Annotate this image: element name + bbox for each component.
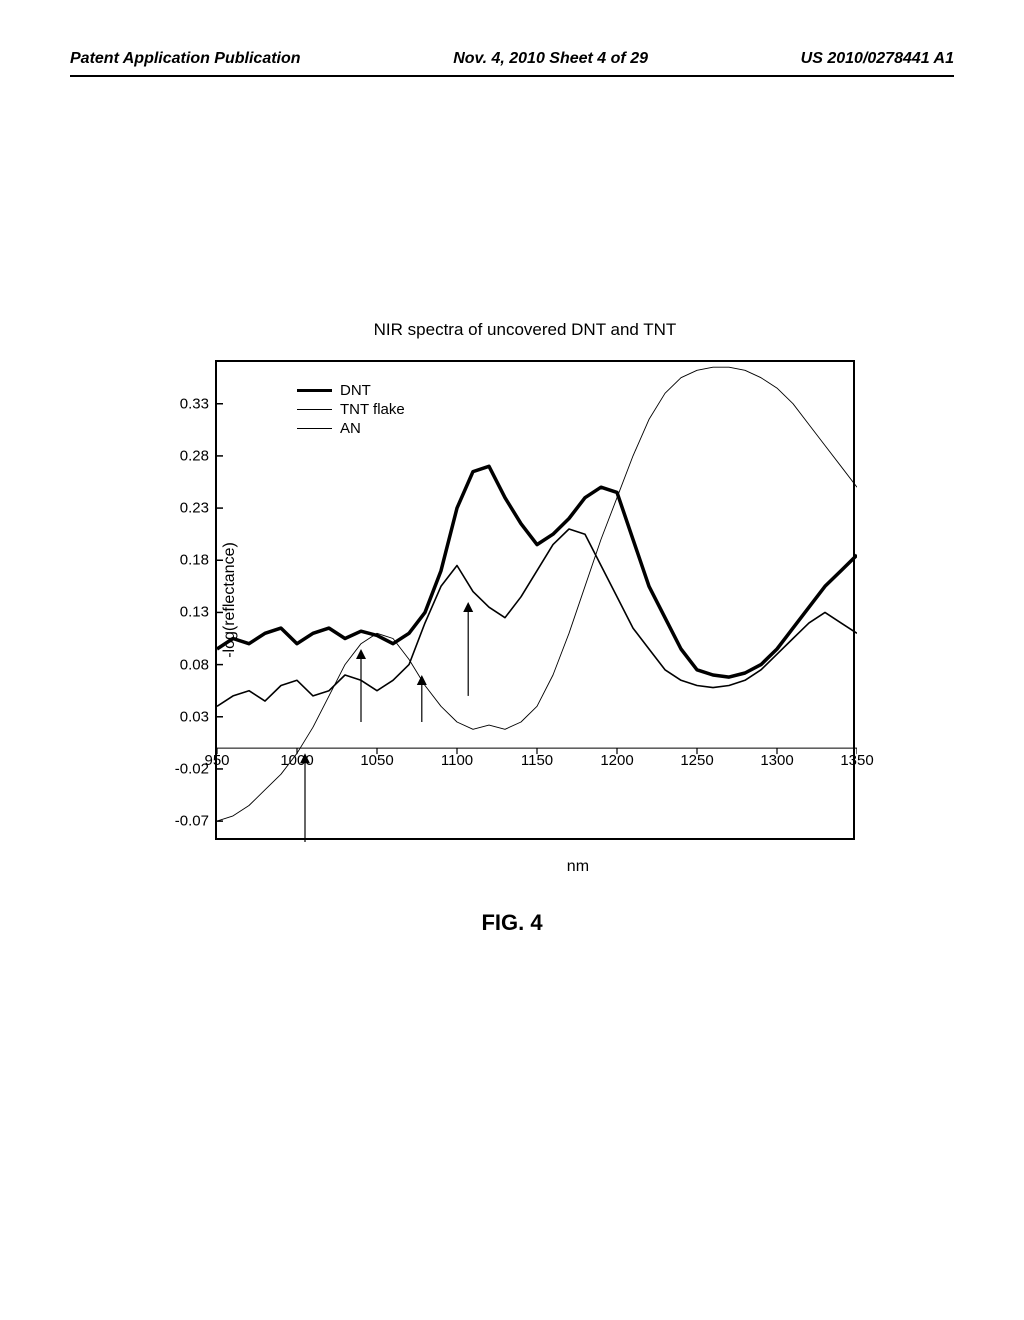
x-tick-label: 950 bbox=[204, 752, 229, 769]
x-tick-label: 1250 bbox=[680, 752, 713, 769]
x-tick-label: 1050 bbox=[360, 752, 393, 769]
plot-area: -log(reflectance) nm DNTTNT flakeAN -0.0… bbox=[215, 360, 855, 840]
y-tick-label: 0.03 bbox=[180, 708, 209, 725]
x-tick-label: 1350 bbox=[840, 752, 873, 769]
legend-label: DNT bbox=[340, 382, 371, 399]
legend: DNT TNT flake AN bbox=[297, 382, 405, 439]
figure-label: FIG. 4 bbox=[0, 910, 1024, 936]
series-tnt-flake bbox=[217, 529, 857, 706]
legend-item: DNT bbox=[297, 382, 405, 399]
x-tick-label: 1100 bbox=[441, 752, 473, 769]
y-tick-label: 0.08 bbox=[180, 656, 209, 673]
y-tick-label: 0.28 bbox=[180, 447, 209, 464]
page-header: Patent Application Publication Nov. 4, 2… bbox=[0, 50, 1024, 68]
y-tick-label: 0.33 bbox=[180, 395, 209, 412]
y-tick-label: 0.18 bbox=[180, 552, 209, 569]
legend-item: TNT flake bbox=[297, 401, 405, 418]
header-left: Patent Application Publication bbox=[70, 50, 301, 68]
legend-item: AN bbox=[297, 420, 405, 437]
arrowhead-icon bbox=[417, 675, 427, 685]
legend-label: TNT flake bbox=[340, 401, 405, 418]
chart-container: NIR spectra of uncovered DNT and TNT -lo… bbox=[145, 320, 905, 880]
legend-swatch bbox=[297, 389, 332, 392]
x-tick-label: 1200 bbox=[600, 752, 633, 769]
arrowhead-icon bbox=[356, 649, 366, 659]
x-tick-label: 1150 bbox=[521, 752, 553, 769]
chart-title: NIR spectra of uncovered DNT and TNT bbox=[145, 320, 905, 340]
arrowhead-icon bbox=[463, 602, 473, 612]
legend-label: AN bbox=[340, 420, 361, 437]
header-right: US 2010/0278441 A1 bbox=[801, 50, 954, 68]
y-tick-label: 0.13 bbox=[180, 604, 209, 621]
x-tick-label: 1300 bbox=[760, 752, 793, 769]
header-center: Nov. 4, 2010 Sheet 4 of 29 bbox=[453, 50, 648, 68]
x-tick-label: 1000 bbox=[280, 752, 313, 769]
y-tick-label: -0.07 bbox=[175, 813, 209, 830]
legend-swatch bbox=[297, 428, 332, 429]
y-tick-label: 0.23 bbox=[180, 500, 209, 517]
legend-swatch bbox=[297, 409, 332, 410]
x-axis-label: nm bbox=[567, 858, 589, 876]
y-axis-label: -log(reflectance) bbox=[221, 542, 239, 658]
header-rule bbox=[70, 75, 954, 77]
